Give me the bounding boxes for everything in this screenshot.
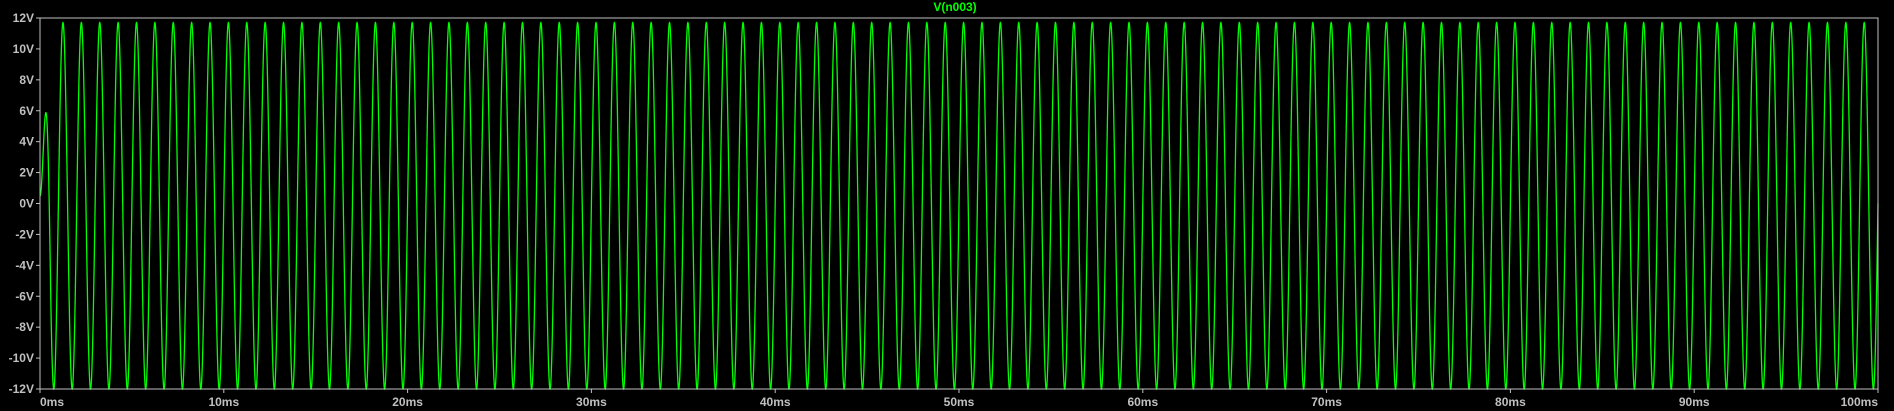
x-tick-label: 40ms <box>760 395 791 409</box>
y-tick-label: 6V <box>19 104 34 118</box>
y-tick-label: -2V <box>15 227 34 241</box>
x-tick-label: 0ms <box>40 395 64 409</box>
y-tick-label: 12V <box>13 11 34 25</box>
x-tick-label: 10ms <box>208 395 239 409</box>
series-line-v-n003 <box>39 21 1879 391</box>
y-tick-label: 4V <box>19 135 34 149</box>
y-tick-label: -10V <box>9 351 34 365</box>
y-tick-label: 8V <box>19 73 34 87</box>
x-tick-label: 80ms <box>1495 395 1526 409</box>
y-tick-label: -6V <box>15 289 34 303</box>
trace-label-v-n003[interactable]: V(n003) <box>933 0 976 14</box>
plot-frame <box>39 17 1879 390</box>
y-tick-label: 10V <box>13 42 34 56</box>
x-tick-label: 70ms <box>1311 395 1342 409</box>
x-tick-label: 30ms <box>576 395 607 409</box>
y-tick-label: 0V <box>19 197 34 211</box>
y-tick-label: -4V <box>15 258 34 272</box>
x-axis: 0ms 10ms 20ms 30ms 40ms 50ms 60ms 70ms 80ms 90ms 1… <box>39 389 1879 409</box>
y-tick-label: -12V <box>9 382 34 396</box>
y-tick-label: 2V <box>19 166 34 180</box>
x-tick-label: 90ms <box>1679 395 1710 409</box>
x-tick-label: 60ms <box>1127 395 1158 409</box>
x-tick-label: 50ms <box>944 395 975 409</box>
y-tick-label: -8V <box>15 320 34 334</box>
y-axis: 12V 10V 8V 6V 4V 2V 0V -2V -4V -6V -8V -10V -12V <box>9 11 40 396</box>
x-tick-label: 20ms <box>392 395 423 409</box>
x-tick-label: 100ms <box>1841 395 1879 409</box>
